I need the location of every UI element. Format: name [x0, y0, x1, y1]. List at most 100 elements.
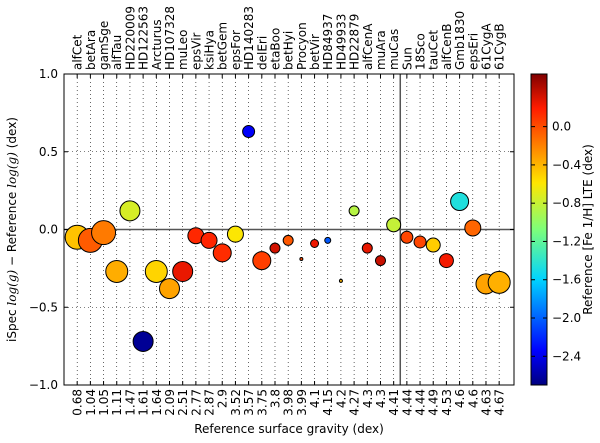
star-name-label: muLeo — [176, 30, 190, 71]
data-point-betHyi — [282, 234, 294, 246]
data-point-epsEri — [464, 219, 482, 237]
star-name-label: alfCet — [71, 34, 85, 70]
star-name-label: Sun — [400, 47, 414, 70]
star-name-label: HD107328 — [163, 6, 177, 70]
x-axis-label: Reference surface gravity (dex) — [194, 422, 384, 436]
star-name-label: betHyi — [282, 31, 296, 70]
x-tick-label: 1.64 — [150, 389, 164, 416]
x-tick-label: 4.1 — [308, 389, 322, 408]
y-tick-label: 0.5 — [39, 145, 58, 159]
data-point-HD49933 — [338, 278, 343, 283]
data-point-Procyon — [299, 257, 304, 262]
data-point-delEri — [252, 251, 272, 271]
x-tick-label: 4.3 — [361, 389, 375, 408]
data-point-betVir — [310, 238, 320, 248]
data-point-muCas — [386, 217, 402, 233]
star-name-label: Procyon — [295, 22, 309, 70]
data-point-HD107328 — [158, 278, 180, 300]
x-tick-label: 4.15 — [321, 389, 335, 416]
star-name-label: HD84937 — [321, 14, 335, 70]
star-name-label: HD49933 — [334, 14, 348, 70]
y-axis-label: iSpec log(g) − Reference log(g) (dex) — [5, 117, 19, 342]
star-name-label: etaBoo — [268, 28, 282, 70]
x-tick-label: 4.49 — [427, 389, 441, 416]
data-point-Gmb1830 — [450, 192, 470, 212]
x-tick-label: 1.61 — [137, 389, 151, 416]
data-point-HD140283 — [242, 125, 256, 139]
x-tick-label: 4.6 — [466, 389, 480, 408]
star-name-label: muAra — [374, 30, 388, 70]
data-point-etaBoo — [269, 242, 281, 254]
colorbar-tick-label: −1.2 — [552, 234, 581, 248]
data-point-gamSge — [91, 220, 117, 246]
star-name-label: Arcturus — [150, 19, 164, 70]
x-tick-label: 2.77 — [189, 389, 203, 416]
x-tick-label: 3.98 — [282, 389, 296, 416]
colorbar-label: Reference [Fe 1/H] LTE (dex) — [581, 144, 595, 315]
colorbar-tick-label: −2.0 — [552, 311, 581, 325]
y-tick-label: 0.0 — [39, 223, 58, 237]
colorbar-ticks: 0.0 −0.4 −0.8 −1.2 −1.6 −2.0 −2.4 — [531, 120, 581, 363]
data-point-muLeo — [172, 260, 194, 282]
data-point-18Sco — [413, 235, 427, 249]
star-name-label: gamSge — [97, 21, 111, 70]
star-name-label: tauCet — [427, 30, 441, 70]
colorbar-tick-label: −2.4 — [552, 349, 581, 363]
x-tick-label: 4.44 — [414, 389, 428, 416]
star-name-label: HD140283 — [242, 6, 256, 70]
star-name-label: HD122563 — [137, 6, 151, 70]
star-name-label: HD220009 — [123, 6, 137, 70]
star-name-label: delEri — [255, 36, 269, 70]
data-point-muAra — [374, 255, 386, 267]
star-name-label: epsFor — [229, 30, 243, 70]
x-tick-label: 2.87 — [203, 389, 217, 416]
x-tick-label: 3.52 — [229, 389, 243, 416]
star-name-label: epsEri — [466, 33, 480, 70]
star-name-label: betGem — [216, 22, 230, 70]
star-name-label: alfTau — [110, 35, 124, 70]
grid — [64, 74, 514, 385]
x-tick-label: 4.2 — [334, 389, 348, 408]
data-point-tauCet — [425, 237, 441, 253]
data-point-HD220009 — [119, 200, 141, 222]
x-tick-label: 3.99 — [295, 389, 309, 416]
data-point-alfCenB — [438, 253, 454, 269]
x-tick-label: 3.8 — [268, 389, 282, 408]
data-markers — [64, 125, 511, 352]
x-tick-label: 0.68 — [71, 389, 85, 416]
x-tick-label: 2.51 — [176, 389, 190, 416]
x-tick-label: 1.04 — [84, 389, 98, 416]
star-name-label: 61CygB — [493, 23, 507, 70]
x-tick-label: 3.75 — [255, 389, 269, 416]
y-tick-label: −1.0 — [29, 378, 58, 392]
colorbar-tick-label: −0.4 — [552, 158, 581, 172]
x-tick-label: 4.44 — [400, 389, 414, 416]
y-tick-label: 1.0 — [39, 67, 58, 81]
data-point-61CygB — [487, 270, 511, 294]
star-name-label: muCas — [387, 29, 401, 70]
data-point-HD122563 — [132, 330, 154, 352]
data-point-ksiHya — [200, 231, 218, 249]
x-tick-label: 4.27 — [348, 389, 362, 416]
star-name-label: epsVir — [189, 32, 203, 70]
star-name-label: betVir — [308, 34, 322, 70]
data-point-HD22879 — [348, 205, 360, 217]
x-tick-label: 4.41 — [387, 389, 401, 416]
colorbar-tick-label: −0.8 — [552, 196, 581, 210]
star-name-label: Gmb1830 — [453, 11, 467, 70]
x-tick-label: 4.63 — [479, 389, 493, 416]
x-tick-label: 4.67 — [493, 389, 507, 416]
star-name-label: 61CygA — [479, 23, 493, 70]
x-tick-label: 4.3 — [374, 389, 388, 408]
x-tick-label: 1.47 — [123, 389, 137, 416]
data-point-HD84937 — [324, 236, 332, 244]
x-tick-label: 4.53 — [440, 389, 454, 416]
data-point-betGem — [212, 243, 232, 263]
star-name-label: HD22879 — [348, 14, 362, 70]
x-tick-label: 3.57 — [242, 389, 256, 416]
colorbar — [530, 73, 548, 386]
star-name-label: alfCenA — [361, 23, 375, 70]
data-point-Sun — [400, 230, 414, 244]
